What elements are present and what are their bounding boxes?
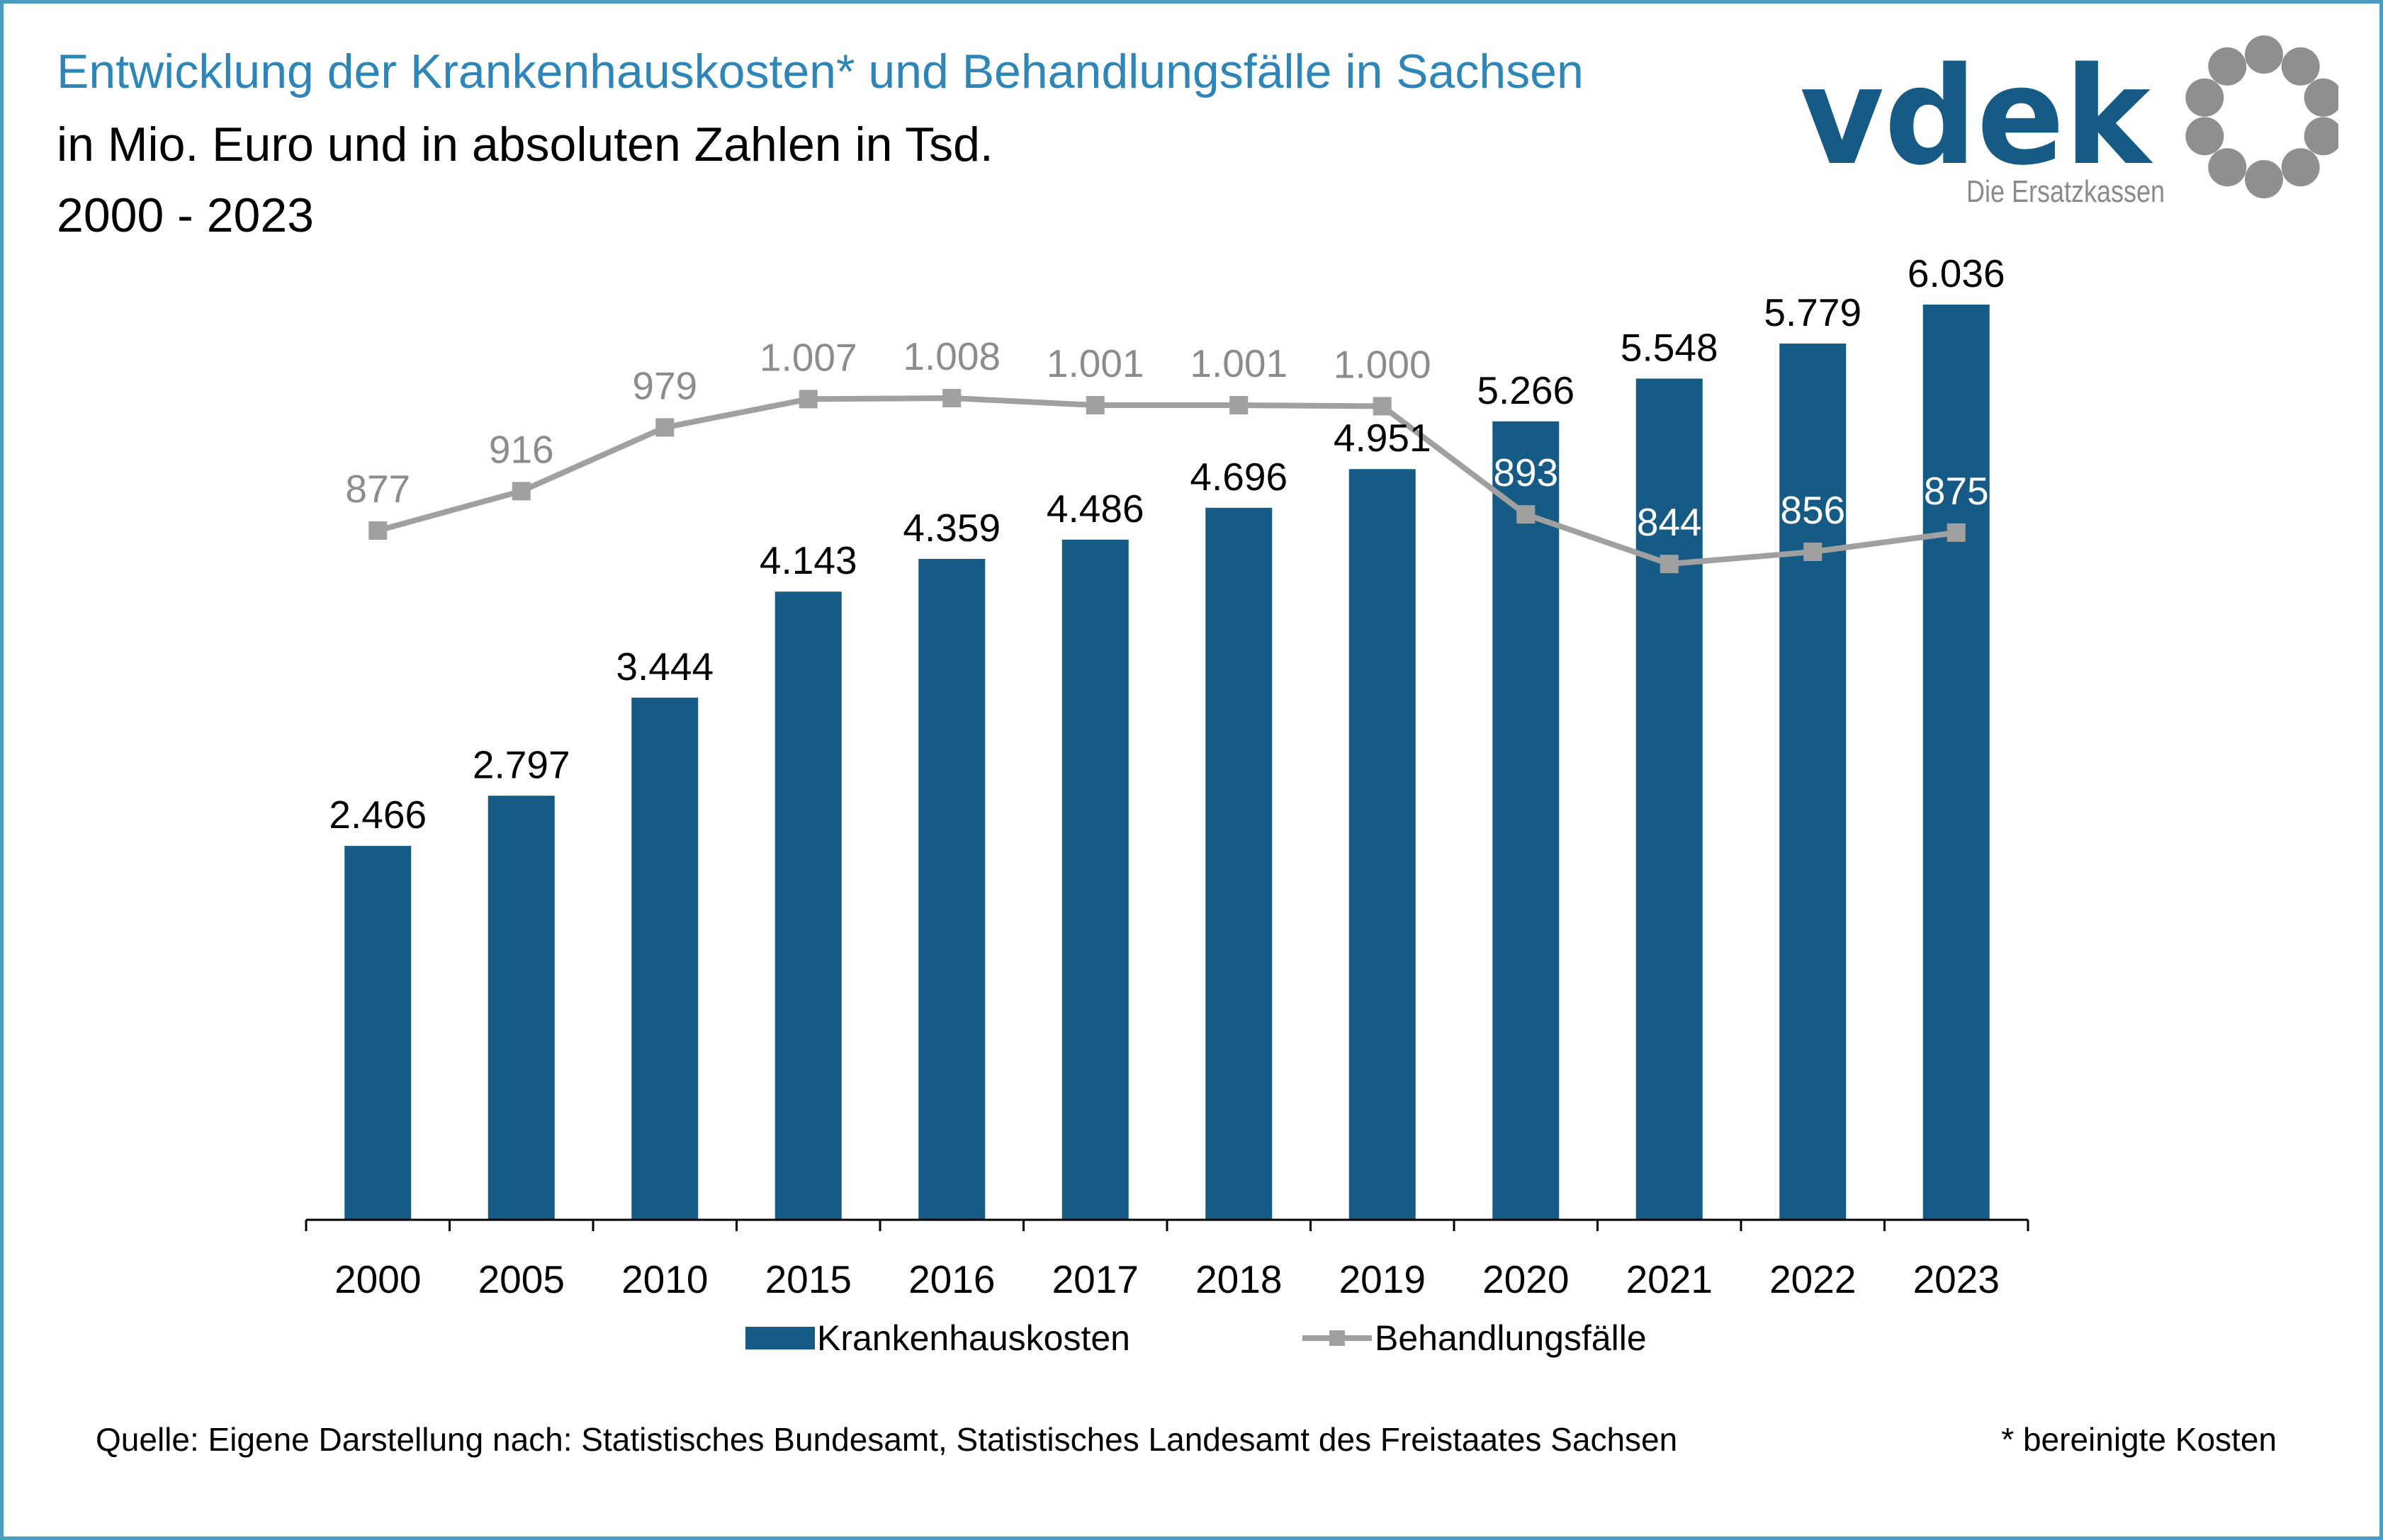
legend-bar-swatch: [745, 1327, 815, 1349]
line-value-label: 1.007: [760, 335, 857, 379]
bar-krankenhauskosten: [774, 591, 842, 1220]
x-tick-label: 2023: [1913, 1257, 2000, 1301]
chart-period: 2000 - 2023: [57, 188, 314, 242]
line-value-label: 1.000: [1334, 342, 1431, 386]
legend-label-krankenhauskosten: Krankenhauskosten: [817, 1318, 1130, 1358]
bar-value-label: 2.797: [473, 742, 570, 786]
line-value-label: 916: [489, 427, 554, 471]
x-tick-label: 2019: [1339, 1257, 1426, 1301]
bar-krankenhauskosten: [1205, 507, 1273, 1220]
x-tick-label: 2016: [908, 1257, 995, 1301]
line-value-label: 893: [1493, 451, 1558, 494]
line-point-marker: [655, 418, 675, 437]
source-note: Quelle: Eigene Darstellung nach: Statist…: [96, 1421, 1678, 1458]
bar-value-label: 3.444: [616, 645, 714, 689]
bar-krankenhauskosten: [1922, 305, 1990, 1220]
x-tick-label: 2000: [334, 1257, 421, 1301]
line-point-marker: [1660, 555, 1679, 574]
bar-value-label: 4.143: [760, 538, 857, 582]
bar-krankenhauskosten: [344, 846, 412, 1220]
bar-value-label: 4.696: [1190, 455, 1288, 499]
bar-value-label: 5.266: [1477, 368, 1574, 412]
x-tick-label: 2021: [1626, 1257, 1713, 1301]
chart-title: Entwicklung der Krankenhauskosten* und B…: [57, 45, 1584, 98]
line-point-marker: [1373, 397, 1392, 416]
line-point-marker: [1947, 523, 1966, 542]
chart-subtitle: in Mio. Euro und in absoluten Zahlen in …: [57, 118, 993, 171]
x-tick-label: 2015: [765, 1257, 852, 1301]
x-tick-label: 2020: [1482, 1257, 1569, 1301]
line-value-label: 856: [1780, 488, 1845, 532]
logo-wordmark: vdek: [1800, 38, 2153, 195]
x-tick-label: 2010: [621, 1257, 708, 1301]
bar-value-label: 5.779: [1764, 290, 1861, 334]
footnote: * bereinigte Kosten: [2001, 1421, 2277, 1458]
logo-ring-dot: [2281, 47, 2320, 86]
bar-krankenhauskosten: [1635, 378, 1703, 1220]
bar-krankenhauskosten: [1348, 469, 1416, 1221]
bar-krankenhauskosten: [918, 558, 986, 1220]
logo-ring-icon: [2185, 35, 2338, 198]
legend-label-behandlungsfaelle: Behandlungsfälle: [1375, 1318, 1647, 1358]
bar-krankenhauskosten: [488, 796, 555, 1220]
x-tick-label: 2017: [1052, 1257, 1139, 1301]
bar-krankenhauskosten: [1492, 421, 1560, 1220]
line-value-label: 1.001: [1190, 341, 1288, 385]
logo-ring-dot: [2304, 117, 2338, 156]
line-point-marker: [1229, 395, 1249, 414]
x-tick-label: 2018: [1195, 1257, 1282, 1301]
bar-krankenhauskosten: [1061, 539, 1129, 1220]
logo-ring-dot: [2208, 148, 2247, 187]
bar-krankenhauskosten: [1779, 344, 1847, 1220]
bar-value-label: 6.036: [1908, 251, 2005, 295]
line-value-label: 979: [632, 363, 697, 407]
line-point-marker: [368, 521, 388, 540]
logo-ring-dot: [2185, 78, 2224, 117]
logo-ring-dot: [2185, 117, 2224, 156]
line-value-label: 1.008: [903, 334, 1001, 378]
logo-ring-dot: [2281, 148, 2320, 187]
line-point-marker: [942, 389, 962, 407]
logo-ring-dot: [2304, 78, 2338, 117]
line-value-label: 877: [345, 467, 410, 511]
line-point-marker: [1086, 395, 1105, 414]
line-value-label: 1.001: [1047, 341, 1144, 385]
bar-value-label: 4.359: [903, 506, 1001, 550]
bar-krankenhauskosten: [631, 697, 699, 1220]
vdek-logo: vdek Die Ersatzkassen: [1800, 35, 2338, 209]
bar-value-label: 4.951: [1334, 416, 1431, 460]
logo-tagline: Die Ersatzkassen: [1966, 174, 2165, 209]
logo-ring-dot: [2208, 47, 2247, 86]
bar-value-label: 2.466: [329, 793, 427, 837]
x-tick-label: 2005: [478, 1257, 565, 1301]
line-value-label: 844: [1637, 500, 1702, 544]
line-point-marker: [1516, 505, 1536, 524]
bar-value-label: 5.548: [1621, 325, 1718, 369]
legend-line-marker: [1329, 1330, 1345, 1346]
line-value-label: 875: [1924, 469, 1989, 513]
line-point-marker: [512, 482, 531, 501]
logo-ring-dot: [2245, 160, 2283, 198]
x-tick-label: 2022: [1769, 1257, 1856, 1301]
bar-value-label: 4.486: [1047, 487, 1144, 531]
line-point-marker: [799, 390, 818, 409]
line-behandlungsfaelle: [377, 395, 1957, 567]
line-point-marker: [1803, 542, 1823, 561]
logo-ring-dot: [2245, 35, 2283, 74]
